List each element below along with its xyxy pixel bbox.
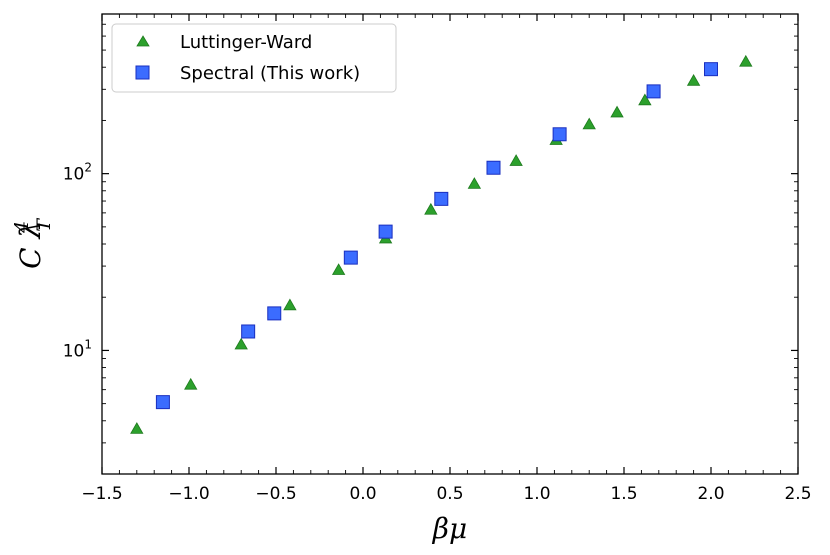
data-point-triangle [184, 377, 198, 390]
legend-box [111, 23, 397, 93]
svg-text:C λ4T: C λ4T [11, 218, 55, 269]
x-tick-label: −1.5 [81, 484, 122, 504]
x-tick-label: 1.0 [523, 484, 550, 504]
data-point-triangle [424, 202, 438, 215]
data-point-triangle [610, 105, 624, 118]
y-axis-label-superscript: 4 [11, 221, 33, 234]
data-point-triangle [331, 263, 346, 275]
data-point-triangle [283, 298, 297, 311]
x-tick-label: 0.5 [436, 484, 463, 504]
y-axis-label: C λ4T [11, 218, 55, 269]
data-point-triangle [739, 54, 753, 67]
x-tick-label: 2.0 [697, 484, 724, 504]
data-point-triangle [582, 117, 596, 130]
data-point-triangle [234, 337, 248, 350]
data-point-triangle [130, 422, 144, 434]
series-spectral [155, 62, 718, 410]
legend-marker-spectral [135, 65, 150, 80]
x-tick-label: 0.0 [349, 484, 376, 504]
data-point-triangle [686, 74, 701, 86]
series-luttinger-ward [130, 54, 753, 434]
legend-label-spectral: Spectral (This work) [180, 63, 360, 84]
x-tick-label: −1.0 [168, 484, 209, 504]
data-points [130, 54, 753, 434]
y-tick-label: 101 [63, 337, 92, 361]
data-point-triangle [638, 93, 652, 106]
data-point-square [434, 191, 449, 206]
legend-label-luttinger-ward: Luttinger-Ward [180, 32, 312, 53]
data-point-square [343, 250, 358, 265]
legend-marker-luttinger-ward [136, 35, 150, 47]
data-point-square [552, 127, 567, 142]
y-tick-label: 102 [63, 161, 92, 185]
x-axis-label: βμ [432, 512, 467, 545]
data-point-square [486, 160, 501, 175]
data-point-square [378, 224, 393, 239]
data-point-square [155, 395, 170, 410]
data-point-square [267, 306, 282, 321]
plot-frame [101, 13, 799, 475]
y-axis-label-subscript: T [33, 218, 55, 232]
legend: Luttinger-Ward Spectral (This work) [111, 23, 397, 93]
data-point-square [704, 62, 718, 77]
y-axis-label-main: C λ [14, 221, 47, 269]
axis-ticks: −1.5 −1.0 −0.5 0.0 0.5 1.0 1.5 2.0 2.5 101 102 [63, 13, 812, 504]
x-tick-label: −0.5 [255, 484, 296, 504]
x-tick-label: 2.5 [784, 484, 811, 504]
data-point-triangle [509, 154, 523, 166]
x-tick-label: 1.5 [610, 484, 637, 504]
data-point-triangle [467, 177, 482, 189]
data-point-square [241, 324, 256, 339]
data-point-square [646, 84, 661, 99]
